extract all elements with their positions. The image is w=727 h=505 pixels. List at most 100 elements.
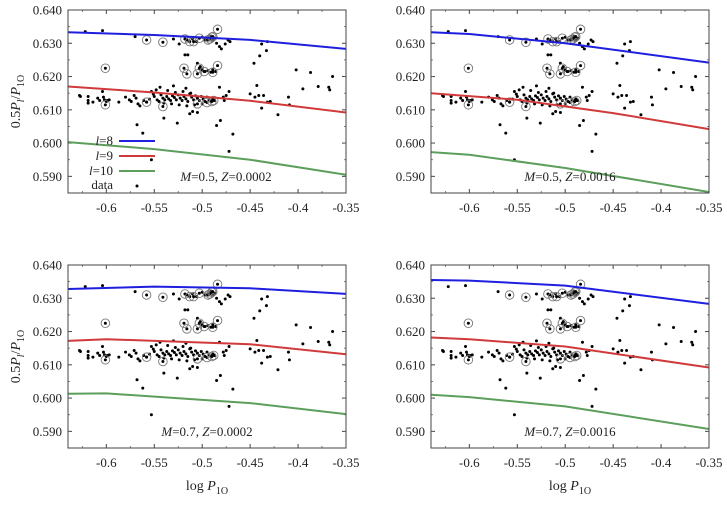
data-point: [521, 85, 525, 89]
circled-point: [579, 319, 583, 323]
data-point: [470, 353, 474, 357]
circled-point: [161, 104, 165, 108]
data-point: [639, 368, 643, 372]
data-point: [690, 85, 694, 89]
data-point: [195, 365, 199, 369]
x-tick-label: -0.35: [695, 455, 722, 470]
data-point: [135, 378, 139, 382]
x-tick-label: -0.6: [96, 200, 117, 215]
circled-point: [466, 358, 470, 362]
data-point: [217, 300, 221, 304]
data-point: [184, 86, 188, 90]
data-point: [86, 99, 90, 103]
circled-point-ring: [463, 355, 474, 365]
model-line-l-8: [431, 31, 709, 64]
circled-point: [197, 321, 201, 325]
data-point: [639, 113, 643, 117]
data-point: [470, 98, 474, 102]
data-point: [129, 355, 133, 358]
circled-point: [508, 38, 512, 42]
data-point: [649, 350, 653, 354]
legend-label: data: [91, 177, 113, 192]
model-line-l-8: [68, 31, 346, 50]
circled-point-ring: [208, 31, 218, 42]
model-line-l-10: [68, 141, 346, 176]
circled-point-ring: [205, 289, 215, 299]
circled-point-ring: [463, 318, 474, 328]
data-point: [529, 89, 533, 93]
circled-point: [212, 99, 216, 103]
data-point: [547, 352, 551, 356]
data-point: [215, 41, 219, 45]
data-point: [136, 102, 140, 106]
data-point: [186, 308, 190, 312]
x-axis-label: log P1O: [549, 479, 591, 497]
circled-point-ring: [555, 99, 566, 109]
circled-point-ring: [182, 324, 192, 334]
y-tick-label: 0.600: [33, 391, 62, 406]
data-point: [543, 354, 547, 358]
data-point: [577, 325, 581, 329]
data-point: [512, 345, 516, 349]
data-point: [545, 350, 549, 354]
circled-point-ring: [141, 290, 152, 300]
data-point: [101, 29, 105, 33]
y-tick-label: 0.600: [396, 391, 425, 406]
circled-point-ring: [571, 95, 582, 106]
y-tick-label: 0.640: [33, 258, 62, 273]
data-point: [498, 378, 502, 382]
data-point: [152, 350, 156, 354]
data-point: [441, 95, 445, 99]
data-point: [301, 87, 305, 91]
circled-point-ring: [571, 350, 582, 361]
data-point: [183, 53, 187, 57]
circled-point: [195, 102, 199, 106]
circled-point: [524, 295, 528, 299]
data-point: [541, 351, 545, 355]
circled-point-ring: [179, 63, 189, 73]
circled-point: [192, 40, 196, 44]
data-point: [221, 350, 225, 354]
y-tick-label: 0.630: [33, 291, 62, 306]
data-point: [177, 103, 181, 107]
data-point: [694, 75, 698, 79]
data-point: [136, 357, 140, 361]
circled-point: [103, 321, 107, 325]
data-point: [260, 42, 264, 46]
data-point: [543, 99, 547, 103]
data-point: [691, 88, 695, 92]
y-tick-label: 0.610: [33, 102, 62, 117]
data-point: [553, 95, 557, 99]
data-point: [262, 349, 266, 353]
data-point: [132, 349, 136, 353]
data-point: [195, 96, 199, 100]
data-point: [611, 92, 615, 96]
data-point: [166, 344, 170, 348]
circled-point: [211, 290, 215, 294]
circled-point-ring: [179, 318, 189, 328]
circled-point-ring: [570, 287, 580, 298]
data-point: [264, 304, 268, 308]
data-point: [580, 85, 584, 89]
data-point: [590, 345, 594, 349]
circled-point: [195, 357, 199, 361]
circled-point-ring: [208, 350, 219, 361]
model-line-l-10: [431, 393, 709, 430]
circled-point: [211, 325, 215, 329]
data-point: [186, 355, 190, 358]
circled-point-ring: [575, 315, 586, 326]
data-point: [628, 295, 632, 299]
data-point: [157, 100, 161, 103]
circled-point-ring: [575, 24, 586, 35]
data-point: [252, 61, 256, 65]
data-point: [171, 292, 175, 296]
data-point: [255, 339, 259, 343]
data-point: [215, 378, 219, 382]
circled-point: [579, 64, 583, 68]
data-point: [540, 358, 544, 362]
data-point: [96, 351, 100, 355]
model-line-l-10: [68, 392, 346, 416]
data-point: [581, 118, 585, 122]
data-point: [480, 355, 484, 359]
